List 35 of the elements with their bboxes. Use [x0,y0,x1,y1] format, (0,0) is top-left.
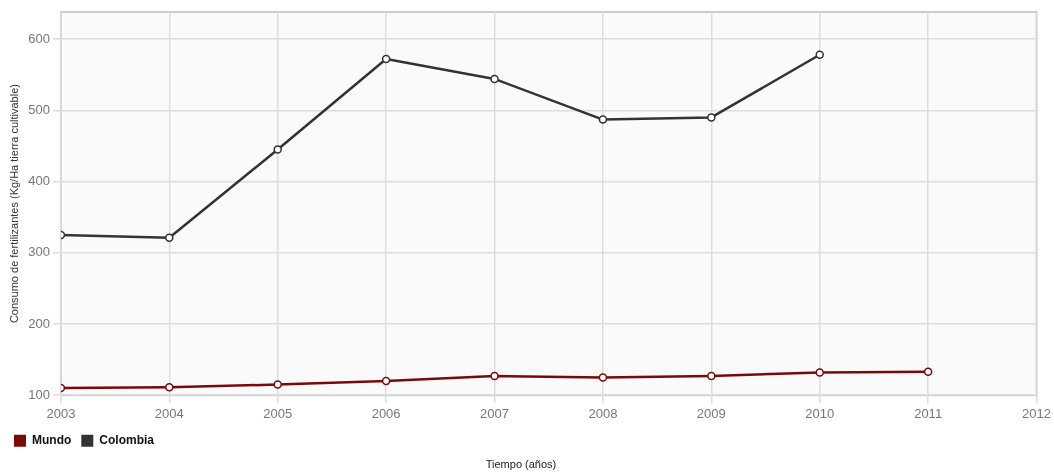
x-tick-label: 2003 [46,405,76,421]
point [273,145,282,154]
y-axis-title: Consumo de fertilizantes (Kg/Ha tierra cultivable) [7,84,20,324]
point [381,376,391,386]
point [381,54,391,64]
point [815,368,824,377]
point [490,74,499,84]
x-tick-label: 2004 [154,405,184,421]
x-tick-label: 2010 [805,405,835,421]
x-tick-label: 2012 [1022,405,1051,421]
point [165,233,174,243]
point [923,367,933,376]
y-tick-label: 200 [28,315,50,331]
y-tick-label: 600 [28,30,50,46]
y-tick-label: 100 [28,386,50,402]
x-tick-label: 2009 [696,405,726,421]
y-tick-label: 300 [28,244,50,260]
x-tick-label: 2005 [263,405,293,421]
y-tick-label: 500 [28,101,50,117]
point [165,383,174,392]
legend-label: Colombia [99,433,155,448]
legend-label: Mundo [32,433,72,448]
point [707,371,716,381]
point [815,50,824,59]
x-tick-label: 2011 [914,405,943,421]
point [490,371,499,381]
point [598,115,608,124]
x-tick-label: 2008 [588,405,618,421]
point [707,113,716,122]
x-tick-label: 2007 [480,405,509,421]
x-tick-label: 2006 [371,405,401,421]
x-axis-title: Tiempo (años) [485,458,557,471]
point [598,373,608,382]
point [273,380,282,389]
y-tick-label: 400 [28,173,50,189]
